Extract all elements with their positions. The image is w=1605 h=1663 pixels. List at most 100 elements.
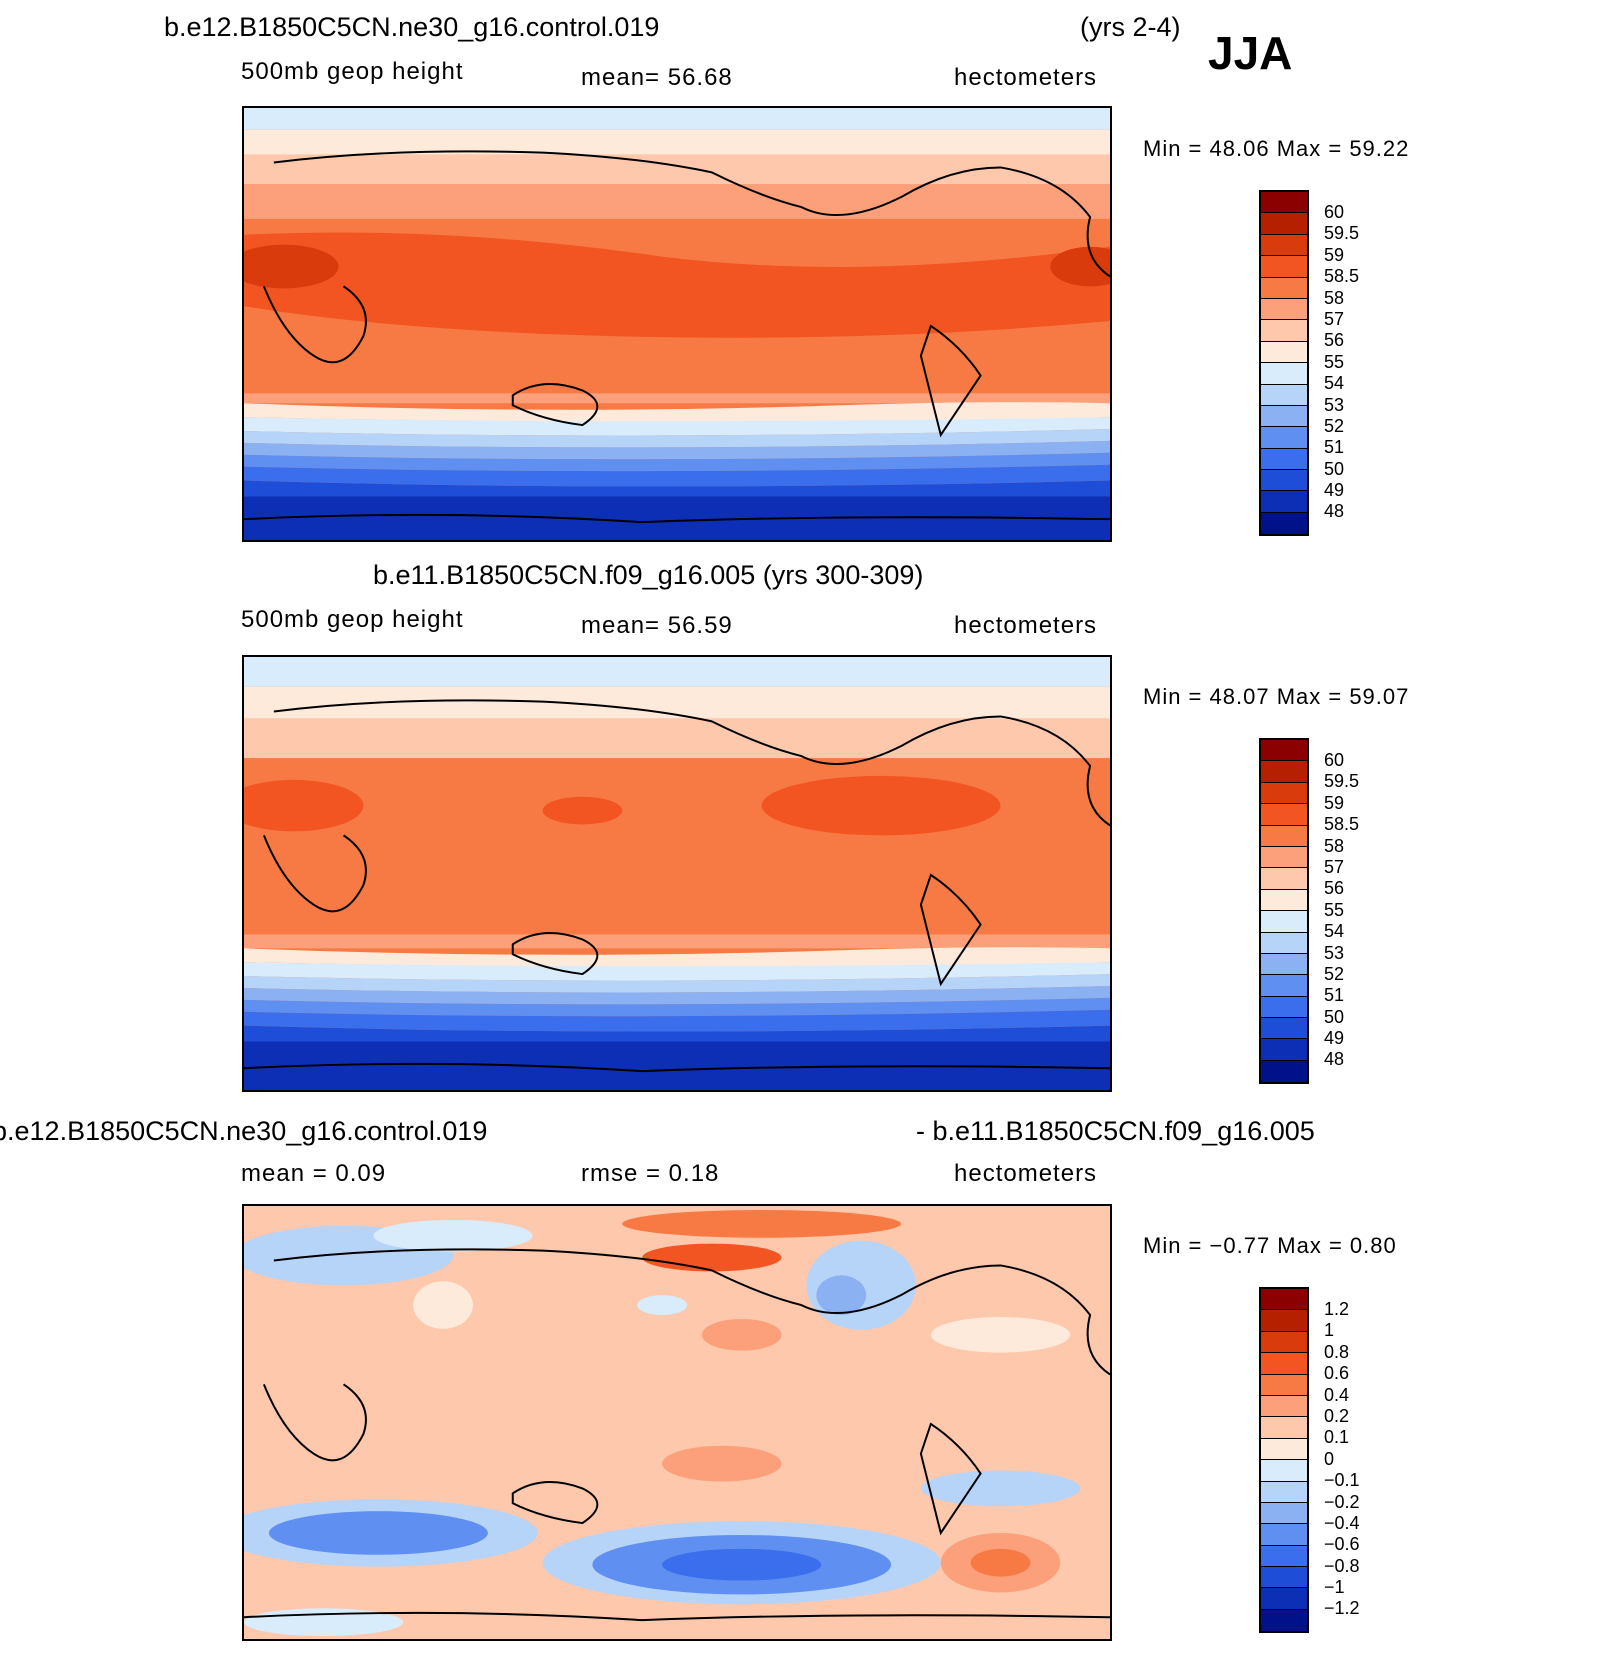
colorbar-label: 55 [1324,351,1345,372]
colorbar-label: −0.6 [1324,1534,1360,1555]
colorbar-label: 60 [1324,750,1345,770]
panel2-title: b.e11.B1850C5CN.f09_g16.005 (yrs 300-309… [373,560,924,590]
colorbar-label: 59.5 [1324,223,1360,244]
panel2-map-svg [244,657,1110,1090]
panel1-map [242,106,1112,542]
panel1-colorbar [1259,190,1309,537]
colorbar-label: 56 [1324,878,1345,899]
panel3-mean: mean = 0.09 [241,1160,387,1187]
colorbar-cell [1261,1545,1307,1568]
colorbar-cell [1261,1460,1307,1482]
colorbar-cell [1261,761,1307,783]
colorbar-cell [1261,1331,1307,1354]
panel3-colorbar-labels: 1.2 1 0.8 0.6 0.4 0.2 0.1 0 −0.1 −0.2 −0… [1324,1299,1360,1620]
colorbar-label: 54 [1324,373,1345,394]
colorbar-label: −1.2 [1324,1598,1360,1619]
panel2-minmax: Min = 48.07 Max = 59.07 [1143,684,1410,709]
colorbar-cell [1261,277,1307,299]
colorbar-label: −0.4 [1324,1512,1360,1533]
colorbar-cell [1261,1481,1307,1503]
colorbar-cell [1261,1395,1307,1418]
season-label: JJA [1208,27,1293,79]
colorbar-cell [1261,491,1307,513]
colorbar-label: 53 [1324,942,1345,963]
colorbar-cell [1261,825,1307,847]
panel2-variable: 500mb geop height [241,606,464,633]
colorbar-label: 48 [1324,501,1345,522]
colorbar-label: 57 [1324,308,1345,329]
colorbar-label: −0.1 [1324,1470,1360,1491]
colorbar-cell [1261,1039,1307,1061]
colorbar-cell [1261,1353,1307,1375]
colorbar-label: 52 [1324,415,1345,436]
colorbar-cell [1261,320,1307,342]
colorbar-label: 1 [1324,1320,1335,1341]
colorbar-label: 0 [1324,1448,1335,1469]
colorbar-cell [1261,889,1307,912]
panel1-units: hectometers [954,64,1098,91]
colorbar-label: 51 [1324,437,1345,458]
panel3-map-svg [244,1206,1110,1639]
colorbar-cell [1261,1374,1307,1396]
colorbar-label: 48 [1324,1049,1345,1070]
colorbar-cell [1261,1609,1307,1632]
colorbar-cell [1261,1310,1307,1332]
colorbar-label: 59.5 [1324,771,1360,792]
colorbar-cell [1261,256,1307,278]
colorbar-cell [1261,1417,1307,1439]
colorbar-cell [1261,384,1307,406]
colorbar-label: 1.2 [1324,1299,1350,1319]
colorbar-cell [1261,213,1307,235]
colorbar-label: 55 [1324,899,1345,920]
panel3-rmse: rmse = 0.18 [581,1160,720,1187]
colorbar-cell [1261,782,1307,805]
panel1-map-svg [244,108,1110,540]
colorbar-label: 60 [1324,202,1345,222]
colorbar-cell [1261,911,1307,933]
colorbar-label: 0.4 [1324,1384,1350,1405]
panel3-colorbar [1259,1287,1309,1634]
colorbar-cell [1261,470,1307,492]
colorbar-cell [1261,1588,1307,1610]
colorbar-cell [1261,448,1307,471]
colorbar-label: 52 [1324,963,1345,984]
colorbar-cell [1261,298,1307,321]
colorbar-label: −1 [1324,1577,1345,1598]
colorbar-cell [1261,1289,1307,1311]
colorbar-cell [1261,1438,1307,1461]
colorbar-label: 53 [1324,394,1345,415]
panel3-map [242,1204,1112,1641]
panel1-title-right: (yrs 2-4) [1080,12,1181,42]
panel1-variable: 500mb geop height [241,58,464,85]
colorbar-label: −0.2 [1324,1491,1360,1512]
colorbar-label: 54 [1324,921,1345,942]
panel2-map [242,655,1112,1092]
panel3-title-left: b.e12.B1850C5CN.ne30_g16.control.019 [0,1116,488,1146]
colorbar-label: 0.1 [1324,1427,1350,1448]
panel3-units: hectometers [954,1160,1098,1187]
colorbar-label: 58.5 [1324,266,1360,287]
colorbar-cell [1261,512,1307,535]
colorbar-label: 50 [1324,1006,1345,1027]
colorbar-label: 56 [1324,330,1345,351]
colorbar-label: 49 [1324,480,1345,501]
colorbar-label: 58 [1324,287,1345,308]
colorbar-cell [1261,1524,1307,1546]
colorbar-label: 0.6 [1324,1363,1350,1384]
colorbar-label: 59 [1324,244,1345,265]
colorbar-cell [1261,234,1307,257]
panel2-colorbar [1259,738,1309,1085]
colorbar-cell [1261,846,1307,869]
colorbar-label: 57 [1324,856,1345,877]
panel1-colorbar-labels: 60 59.5 59 58.5 58 57 56 55 54 53 52 51 … [1324,202,1359,523]
panel3-title-right: - b.e11.B1850C5CN.f09_g16.005 [916,1116,1315,1146]
colorbar-label: −0.8 [1324,1555,1360,1576]
colorbar-cell [1261,1060,1307,1083]
colorbar-cell [1261,1567,1307,1589]
colorbar-label: 0.8 [1324,1341,1350,1362]
colorbar-label: 49 [1324,1028,1345,1049]
colorbar-cell [1261,1018,1307,1040]
panel1-title-left: b.e12.B1850C5CN.ne30_g16.control.019 [164,12,660,42]
colorbar-cell [1261,804,1307,826]
colorbar-cell [1261,1502,1307,1525]
